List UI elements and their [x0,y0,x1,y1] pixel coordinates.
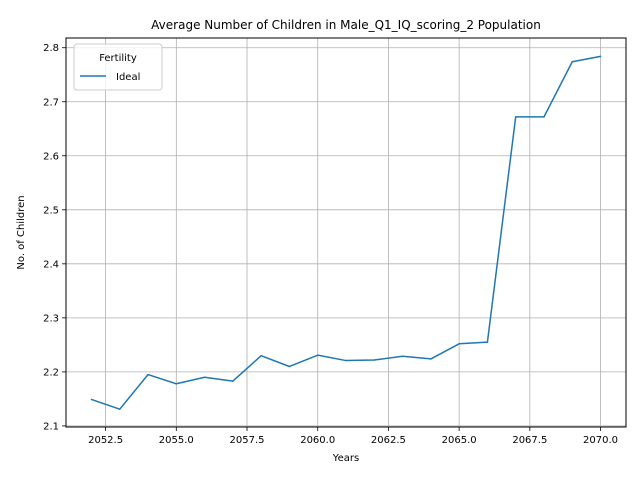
data-point [203,376,206,379]
x-tick-label: 2052.5 [88,435,123,446]
x-tick-label: 2062.5 [371,435,406,446]
legend-title: Fertility [99,53,137,64]
x-tick-label: 2070.0 [583,435,618,446]
y-tick-label: 2.1 [43,421,59,432]
x-tick-label: 2067.5 [512,435,547,446]
data-point [345,359,347,362]
data-point [401,355,404,357]
data-point [486,341,489,343]
y-tick-label: 2.7 [43,97,59,108]
x-tick-label: 2065.0 [442,435,477,446]
data-point [147,373,149,376]
y-tick-label: 2.6 [43,151,59,162]
y-tick-label: 2.4 [43,259,59,270]
legend-box [73,43,163,91]
data-point [514,116,517,118]
x-axis-ticks: 2052.5 2055.0 2057.5 2060.0 2062.5 2065.0 2067… [88,427,618,446]
data-point [90,398,93,401]
data-point [232,380,234,382]
data-point [373,359,376,361]
grid [66,38,626,427]
y-tick-label: 2.8 [43,43,59,54]
x-axis-label: Years [332,453,359,464]
y-tick-label: 2.3 [43,313,59,324]
y-axis-ticks: 2.1 2.2 2.3 2.4 2.5 2.6 2.7 2.8 [43,43,66,432]
legend: Fertility Ideal [73,43,163,91]
data-point [316,354,319,356]
plot-area-frame [65,37,627,428]
data-point [430,358,432,360]
y-tick-label: 2.2 [43,367,59,378]
data-point [571,61,574,63]
data-point [458,343,460,345]
data-point [288,365,291,368]
chart-title: Average Number of Children in Male_Q1_IQ… [151,18,541,32]
legend-entry-ideal: Ideal [116,72,140,83]
data-point [260,354,262,357]
x-tick-label: 2060.0 [300,435,335,446]
data-point [543,116,545,118]
data-point [118,408,121,410]
data-point [599,55,602,58]
data-point [175,383,178,385]
x-tick-label: 2057.5 [230,435,265,446]
y-tick-label: 2.5 [43,205,59,216]
series-lines [90,55,602,410]
x-tick-label: 2055.0 [159,435,194,446]
y-axis-label: No. of Children [16,195,27,269]
